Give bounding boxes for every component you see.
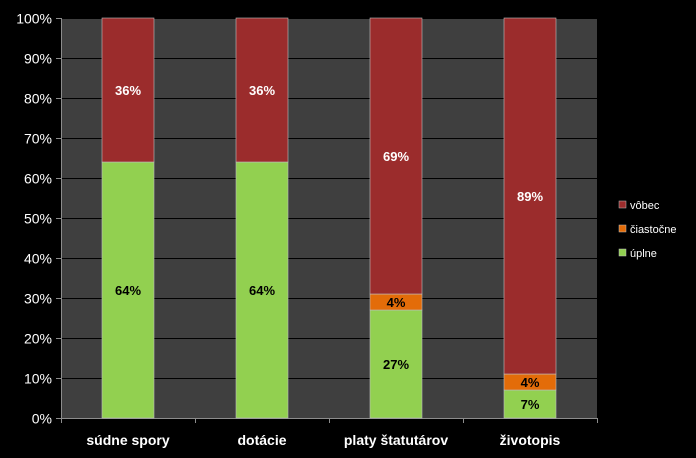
category-label: súdne spory bbox=[86, 432, 169, 448]
bar-segment bbox=[369, 309, 423, 419]
legend-swatch bbox=[618, 248, 627, 257]
bar-segment bbox=[101, 17, 155, 163]
bar-segment bbox=[369, 17, 423, 295]
legend: vôbec čiastočne úplne bbox=[618, 200, 676, 260]
y-tick-label: 10% bbox=[24, 371, 52, 387]
category-label: platy štatutárov bbox=[344, 432, 448, 448]
y-tick-label: 60% bbox=[24, 171, 52, 187]
bar-segment bbox=[503, 389, 557, 419]
y-tick-label: 30% bbox=[24, 291, 52, 307]
data-label: 4% bbox=[387, 295, 406, 310]
data-labels: 64% 36% 64% 36% 27% 4% 69% 7% 4% 89% bbox=[115, 83, 543, 412]
legend-label: vôbec bbox=[630, 200, 660, 212]
data-label: 64% bbox=[249, 283, 275, 298]
data-label: 4% bbox=[521, 375, 540, 390]
bar-segment bbox=[101, 161, 155, 419]
y-tick-label: 50% bbox=[24, 211, 52, 227]
data-label: 36% bbox=[249, 83, 275, 98]
axes: 0% 10% 20% 30% 40% 50% 60% 70% 80% 90% 100% súdne s… bbox=[16, 11, 598, 448]
bars bbox=[101, 17, 557, 419]
data-label: 27% bbox=[383, 357, 409, 372]
legend-swatch bbox=[618, 200, 627, 209]
data-label: 69% bbox=[383, 149, 409, 164]
data-label: 89% bbox=[517, 189, 543, 204]
data-label: 64% bbox=[115, 283, 141, 298]
category-label: životopis bbox=[500, 432, 561, 448]
y-tick-label: 90% bbox=[24, 51, 52, 67]
legend-swatch bbox=[618, 224, 627, 233]
bar-segment bbox=[235, 17, 289, 163]
y-tick-label: 0% bbox=[32, 411, 52, 427]
data-label: 36% bbox=[115, 83, 141, 98]
legend-label: úplne bbox=[630, 248, 657, 260]
bar-segment bbox=[235, 161, 289, 419]
y-tick-label: 70% bbox=[24, 131, 52, 147]
y-tick-label: 20% bbox=[24, 331, 52, 347]
y-tick-label: 40% bbox=[24, 251, 52, 267]
data-label: 7% bbox=[521, 397, 540, 412]
y-tick-label: 100% bbox=[16, 11, 52, 27]
legend-label: čiastočne bbox=[630, 224, 676, 236]
bar-segment bbox=[503, 17, 557, 375]
y-tick-label: 80% bbox=[24, 91, 52, 107]
category-label: dotácie bbox=[237, 432, 286, 448]
